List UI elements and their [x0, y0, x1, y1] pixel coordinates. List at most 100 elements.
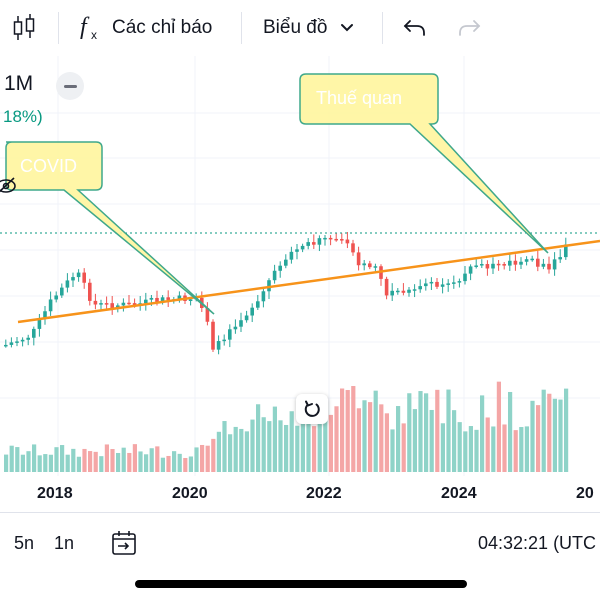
candle: [496, 263, 501, 266]
volume-bar: [334, 406, 339, 472]
volume-bar: [552, 398, 557, 472]
chart-type-button[interactable]: Biểu đồ: [263, 0, 355, 56]
chevron-down-icon: [341, 24, 354, 32]
candle: [211, 321, 215, 350]
candle: [564, 244, 568, 258]
volume-bar: [328, 414, 333, 472]
candle: [356, 252, 361, 266]
candle: [20, 339, 25, 342]
candle: [278, 265, 282, 271]
go-to-date-button[interactable]: [110, 529, 138, 562]
volume-bar: [536, 405, 541, 472]
volume-bar: [424, 393, 429, 472]
change-percent: 18%): [3, 107, 43, 126]
candle: [457, 281, 462, 283]
range-1y-button[interactable]: 1n: [54, 533, 75, 553]
volume-bar: [256, 404, 261, 472]
candle: [312, 242, 316, 245]
volume-bar: [43, 454, 48, 472]
candle: [54, 295, 58, 300]
volume-bar: [76, 456, 81, 472]
volume-bar: [289, 411, 294, 472]
fx-icon: f x: [80, 14, 97, 42]
volume-bar: [20, 454, 25, 472]
volume-bar: [474, 429, 479, 472]
candle: [155, 297, 159, 303]
svg-text:f: f: [80, 14, 90, 40]
volume-bar: [93, 451, 98, 472]
volume-bar: [160, 457, 165, 472]
volume-bar: [82, 448, 87, 472]
volume-bar: [384, 413, 389, 472]
candle: [513, 260, 518, 265]
candle: [491, 263, 495, 269]
volume-bar: [155, 446, 160, 472]
range-5y-button[interactable]: 5n: [14, 533, 35, 553]
candle: [250, 307, 254, 316]
volume-bar: [104, 444, 109, 472]
volume-bar: [272, 406, 277, 472]
volume-bar: [412, 409, 417, 472]
volume-bar: [513, 430, 518, 472]
volume-bar: [558, 399, 563, 472]
candle: [474, 265, 478, 267]
undo-icon: [403, 20, 425, 36]
tariff-callout[interactable]: Thuế quan: [299, 73, 549, 254]
hide-indicator-button[interactable]: [0, 175, 20, 202]
indicators-label: Các chỉ báo: [112, 17, 213, 38]
candle: [149, 297, 154, 300]
volume-bar: [468, 426, 473, 472]
candle: [71, 277, 75, 281]
clock-timezone[interactable]: 04:32:21 (UTC: [478, 533, 597, 553]
candle: [446, 283, 450, 285]
candle: [384, 278, 389, 296]
candle: [463, 273, 467, 282]
toolbar-divider: [382, 12, 383, 44]
volume-bar: [166, 455, 171, 472]
volume-bar: [15, 447, 20, 472]
volume-bar: [457, 422, 462, 472]
candle: [541, 263, 546, 267]
candle: [15, 341, 19, 343]
collapse-legend-button[interactable]: [56, 72, 84, 100]
volume-bar: [88, 451, 93, 472]
trend-line[interactable]: [17, 239, 600, 324]
volume-bar: [65, 454, 70, 472]
candle: [424, 283, 428, 287]
volume-bar: [54, 447, 59, 472]
volume-bar: [401, 423, 406, 472]
volume-bar: [177, 453, 182, 472]
candle: [99, 303, 103, 305]
top-toolbar: f x Các chỉ báo Biểu đồ: [0, 0, 600, 56]
volume-bar: [446, 389, 451, 472]
volume-bar: [194, 447, 199, 472]
candle: [216, 341, 221, 350]
volume-bar: [508, 391, 513, 472]
candle: [334, 238, 338, 241]
volume-bar: [132, 444, 137, 472]
volume-bar: [390, 429, 395, 472]
candle: [228, 329, 232, 340]
candle: [508, 260, 512, 266]
candle: [121, 302, 126, 306]
reset-chart-button[interactable]: [296, 394, 328, 424]
tariff-label: Thuế quan: [316, 88, 402, 108]
candle: [239, 320, 243, 327]
volume-bar: [452, 410, 457, 472]
redo-button[interactable]: [456, 0, 482, 56]
undo-button[interactable]: [402, 0, 428, 56]
volume-bar: [267, 421, 272, 472]
candle: [32, 328, 36, 338]
candles-icon[interactable]: [12, 0, 36, 56]
candle: [390, 290, 394, 296]
candle: [558, 257, 562, 260]
chart-area[interactable]: COVID Thuế quan: [0, 56, 600, 512]
volume-bar: [396, 406, 401, 472]
volume-bar: [351, 386, 356, 472]
indicators-button[interactable]: f x Các chỉ báo: [78, 0, 212, 56]
volume-bar: [373, 390, 378, 472]
candle: [536, 258, 540, 267]
candle: [373, 266, 378, 268]
volume-bar: [418, 391, 423, 472]
covid-callout[interactable]: COVID: [5, 141, 215, 315]
